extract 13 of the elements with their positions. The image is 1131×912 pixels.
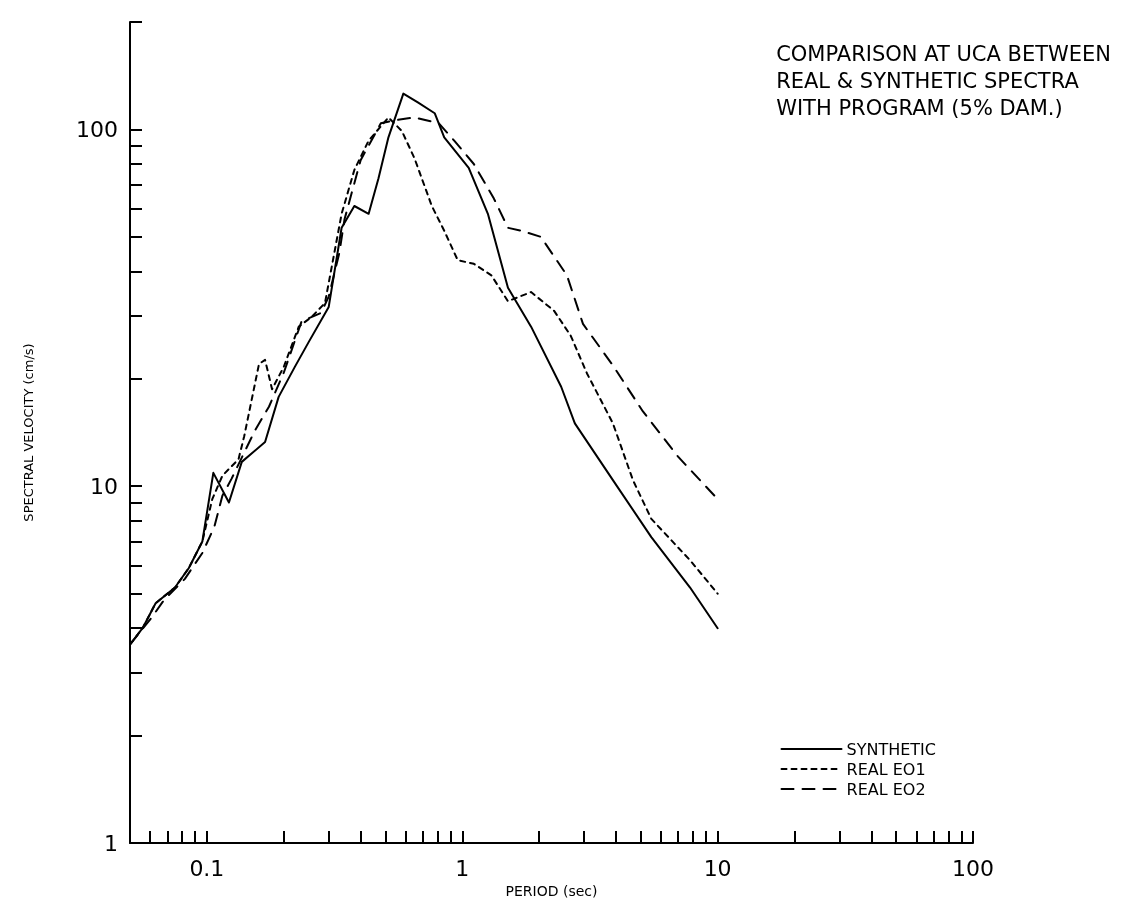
y-tick-label: 100 xyxy=(76,116,118,142)
legend-label: REAL EO1 xyxy=(846,759,926,779)
y-axis-title: SPECTRAL VELOCITY (cm/s) xyxy=(21,343,36,522)
legend-label: REAL EO2 xyxy=(846,779,926,799)
x-tick-label: 10 xyxy=(703,855,732,881)
x-tick-label: 1 xyxy=(455,855,470,881)
legend-label: SYNTHETIC xyxy=(846,739,937,759)
x-tick-label: 0.1 xyxy=(189,855,225,881)
x-tick-label: 100 xyxy=(952,855,994,881)
text: COMPARISON AT UCA BETWEEN REAL & SYNTHETIC SPECTRA WITH PROGRAM (5% DAM.) xyxy=(776,41,1112,120)
x-axis-title: PERIOD (sec) xyxy=(505,882,598,899)
y-tick-label: 1 xyxy=(104,830,118,856)
y-tick-label: 10 xyxy=(90,473,118,499)
